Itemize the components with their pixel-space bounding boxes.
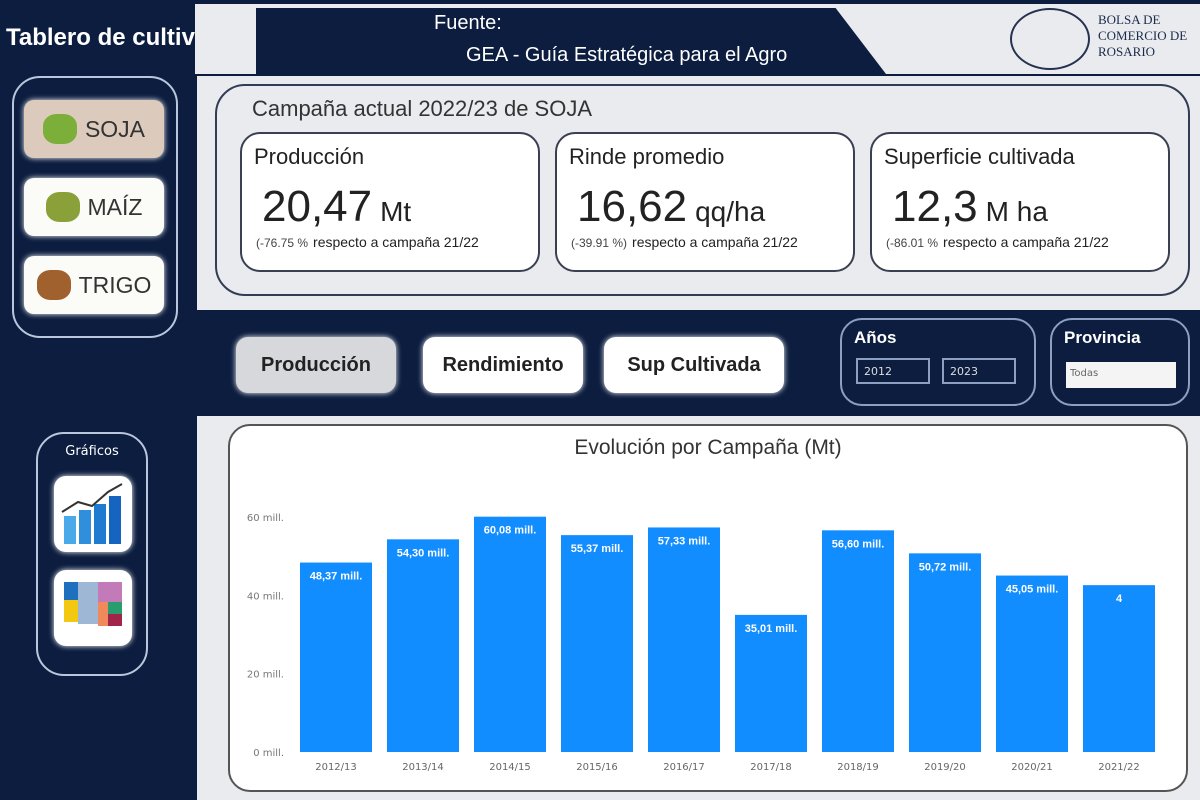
kpi-card-rinde: Rinde promedio 16,62 qq/ha (-39.91 %) resp…: [555, 132, 855, 272]
source-label: Fuente:: [434, 12, 502, 34]
kpi-title: Rinde promedio: [569, 144, 725, 169]
x-tick-label: 2014/15: [489, 762, 531, 773]
line-bar-chart-icon: [61, 483, 123, 544]
bar[interactable]: [474, 516, 546, 752]
kpi-delta: (-76.75 % respecto a campaña 21/22: [256, 234, 479, 250]
bar-data-label: 35,01 mill.: [745, 623, 798, 635]
crop-label: TRIGO: [78, 271, 152, 298]
bar-data-label: 55,37 mill.: [571, 543, 624, 555]
x-tick-label: 2019/20: [924, 762, 966, 773]
x-tick-label: 2015/16: [576, 762, 618, 773]
kpi-title: Superficie cultivada: [884, 144, 1075, 169]
years-label: Años: [854, 328, 897, 347]
tab-sup-cultivada[interactable]: Sup Cultivada: [604, 337, 784, 393]
source-text: GEA - Guía Estratégica para el Agro: [466, 44, 788, 66]
x-tick-label: 2013/14: [402, 762, 444, 773]
bar[interactable]: [1083, 585, 1155, 752]
bar[interactable]: [909, 553, 981, 752]
y-tick-label: 40 mill.: [247, 591, 284, 602]
bar[interactable]: [735, 614, 807, 752]
kpi-delta: (-86.01 % respecto a campaña 21/22: [886, 234, 1109, 250]
wheat-icon: [36, 270, 71, 300]
bar[interactable]: [300, 562, 372, 752]
bar[interactable]: [648, 527, 720, 752]
treemap-icon: [64, 582, 122, 626]
bar-data-label: 45,05 mill.: [1006, 584, 1059, 596]
bar-chart-button[interactable]: [54, 476, 132, 552]
bcr-seal-logo: [1010, 8, 1090, 70]
kpi-card-produccion: Producción 20,47 Mt (-76.75 % respecto a c…: [240, 132, 540, 272]
kpi-title: Producción: [254, 144, 365, 169]
kpi-value: 16,62 qq/ha: [577, 182, 766, 231]
charts-nav-label: Gráficos: [65, 444, 119, 459]
bar-data-label: 57,33 mill.: [658, 535, 711, 547]
province-label: Provincia: [1064, 328, 1141, 347]
corn-icon: [45, 192, 80, 222]
kpi-delta: (-39.91 %) respecto a campaña 21/22: [571, 234, 798, 250]
tab-rendimiento[interactable]: Rendimiento: [423, 337, 583, 393]
treemap-button[interactable]: [54, 570, 132, 646]
bar[interactable]: [822, 530, 894, 752]
bar-data-label: 60,08 mill.: [484, 525, 537, 537]
crop-button-trigo[interactable]: TRIGO: [24, 256, 164, 314]
bar-data-label: 50,72 mill.: [919, 561, 972, 573]
y-tick-label: 60 mill.: [247, 513, 284, 524]
charts-nav: Gráficos: [36, 432, 148, 676]
bar-data-label: 54,30 mill.: [397, 547, 450, 559]
kpi-value: 12,3 M ha: [892, 182, 1048, 231]
crop-button-maiz[interactable]: MAÍZ: [24, 178, 164, 236]
province-dropdown[interactable]: Todas: [1066, 362, 1176, 388]
year-to-input[interactable]: 2023: [942, 358, 1016, 384]
soy-icon: [42, 114, 77, 144]
chart-title: Evolución por Campaña (Mt): [574, 436, 842, 459]
year-from-input[interactable]: 2012: [856, 358, 930, 384]
crop-label: SOJA: [84, 115, 146, 142]
x-tick-label: 2017/18: [750, 762, 792, 773]
bar-chart: 0 mill. 20 mill. 40 mill. 60 mill. 48,37 mil…: [247, 513, 1155, 773]
province-filter: Provincia Todas: [1050, 318, 1190, 406]
x-tick-label: 2012/13: [315, 762, 357, 773]
x-tick-label: 2021/22: [1098, 762, 1140, 773]
kpi-card-superficie: Superficie cultivada 12,3 M ha (-86.01 % r…: [870, 132, 1170, 272]
campaign-title: Campaña actual 2022/23 de SOJA: [252, 96, 593, 121]
bar-data-label: 48,37 mill.: [310, 571, 363, 583]
bcr-logo-text: BOLSA DE COMERCIO DE ROSARIO: [1098, 12, 1188, 59]
bar-data-label: 4: [1116, 593, 1123, 605]
x-tick-label: 2016/17: [663, 762, 705, 773]
tab-produccion[interactable]: Producción: [236, 337, 396, 393]
source-banner: [256, 8, 886, 74]
y-tick-label: 20 mill.: [247, 670, 284, 681]
x-tick-label: 2018/19: [837, 762, 879, 773]
years-filter: Años 2012 2023: [840, 318, 1036, 406]
y-tick-label: 0 mill.: [253, 748, 284, 759]
kpi-value: 20,47 Mt: [262, 182, 412, 231]
bar[interactable]: [996, 575, 1068, 752]
bar[interactable]: [561, 535, 633, 752]
x-tick-label: 2020/21: [1011, 762, 1053, 773]
crop-label: MAÍZ: [87, 193, 143, 220]
crop-selector: SOJA MAÍZ TRIGO: [12, 76, 178, 338]
bar[interactable]: [387, 539, 459, 752]
kpi-frame: [215, 84, 1190, 296]
dashboard-title: Tablero de cultivos: [6, 24, 223, 51]
bar-data-label: 56,60 mill.: [832, 538, 885, 550]
crop-button-soja[interactable]: SOJA: [24, 100, 164, 158]
